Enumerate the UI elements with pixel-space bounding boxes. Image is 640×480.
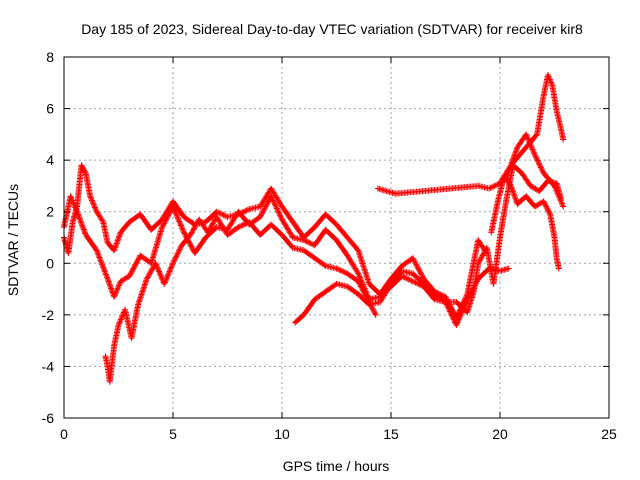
y-tick-label: 6 [46, 101, 54, 117]
x-tick-label: 20 [492, 426, 508, 442]
x-tick-label: 0 [60, 426, 68, 442]
x-tick-label: 25 [601, 426, 617, 442]
y-tick-label: -6 [42, 410, 55, 426]
series-track-3 [102, 213, 379, 385]
plot-frame [63, 56, 610, 419]
y-tick-label: -2 [42, 307, 55, 323]
axis-ticks: 0 5 10 15 20 25 -6 -4 -2 0 2 4 6 8 [42, 49, 617, 442]
x-tick-label: 15 [383, 426, 399, 442]
chart-title: Day 185 of 2023, Sidereal Day-to-day VTE… [81, 21, 583, 37]
series-track-1 [61, 162, 488, 321]
y-axis-label: SDTVAR / TECUs [5, 184, 21, 296]
y-tick-label: 4 [46, 152, 54, 168]
y-tick-label: -4 [42, 358, 55, 374]
series-track-5 [374, 131, 567, 210]
x-tick-label: 5 [169, 426, 177, 442]
y-tick-label: 0 [46, 255, 54, 271]
series-track-7 [488, 172, 562, 272]
series-track-6 [501, 72, 567, 184]
data-points [61, 72, 567, 385]
series-track-4 [292, 162, 565, 326]
x-tick-label: 10 [274, 426, 290, 442]
x-axis-label: GPS time / hours [283, 458, 390, 474]
y-tick-label: 8 [46, 49, 54, 65]
y-tick-label: 2 [46, 204, 54, 220]
